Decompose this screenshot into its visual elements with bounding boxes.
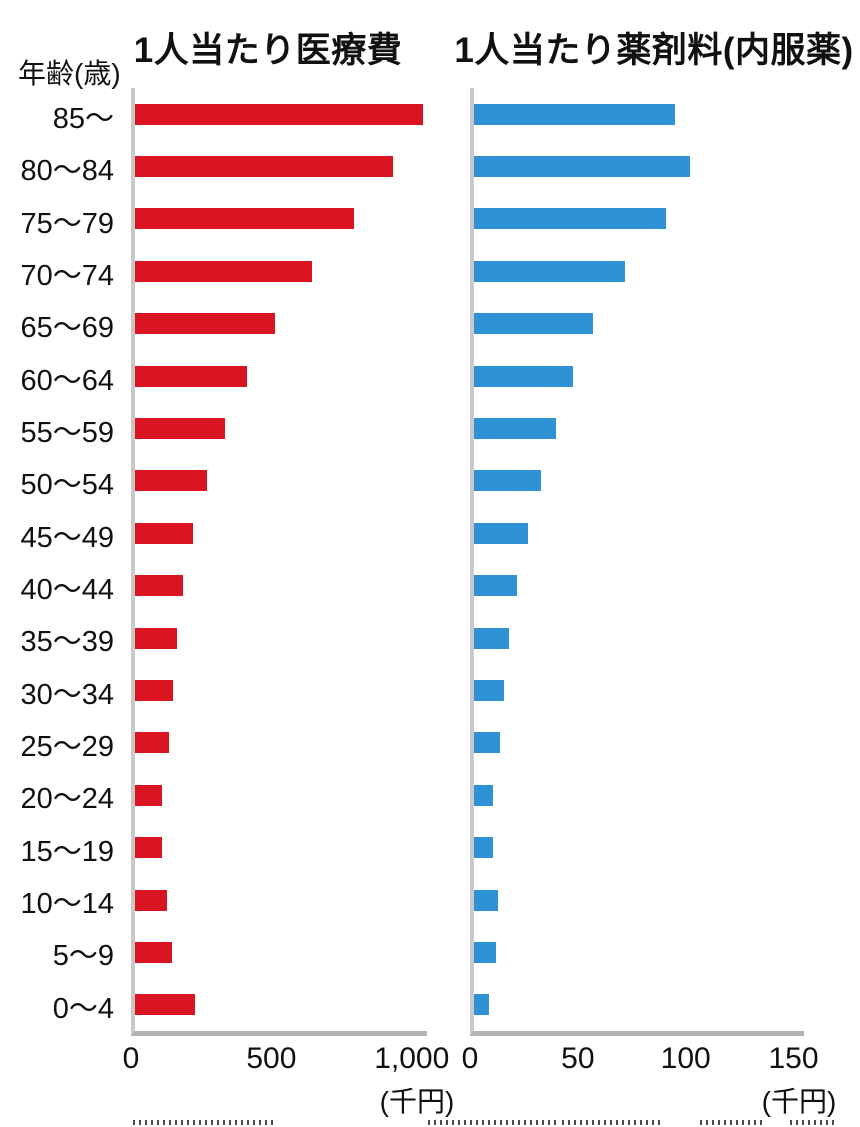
drug-cost-bar bbox=[474, 889, 498, 911]
age-label: 70〜74 bbox=[20, 260, 114, 293]
drug-cost-bar bbox=[474, 941, 496, 963]
medical-cost-bar bbox=[135, 575, 183, 597]
medical-cost-bar bbox=[135, 103, 423, 125]
medical-cost-bar bbox=[135, 679, 173, 701]
medical-cost-bar bbox=[135, 522, 193, 544]
caption-fragment bbox=[790, 1120, 834, 1125]
left-chart-title: 1人当たり医療費 bbox=[133, 31, 403, 70]
age-label: 30〜34 bbox=[20, 678, 114, 711]
age-label: 85〜 bbox=[52, 103, 114, 136]
age-label: 80〜84 bbox=[20, 155, 114, 188]
x-tick-label: 500 bbox=[246, 1042, 297, 1075]
drug-cost-bar bbox=[474, 365, 574, 387]
age-category-labels: 85〜 80〜84 75〜79 70〜74 65〜69 60〜64 55〜59 50〜54 45… bbox=[0, 90, 114, 1032]
medical-cost-bar bbox=[135, 156, 394, 178]
medical-cost-bar bbox=[135, 889, 168, 911]
drug-cost-bar bbox=[474, 260, 625, 282]
y-axis-header: 年齢(歳) bbox=[18, 58, 121, 89]
right-x-axis-ticks: 0 50 100 150 bbox=[462, 1042, 819, 1076]
medical-cost-bar bbox=[135, 732, 169, 754]
medical-cost-bar bbox=[135, 837, 162, 859]
medical-cost-bar bbox=[135, 260, 312, 282]
drug-cost-bar bbox=[474, 837, 494, 859]
drug-cost-bar bbox=[474, 784, 494, 806]
drug-cost-bar bbox=[474, 732, 500, 754]
x-tick-label: 1,000 bbox=[374, 1042, 450, 1075]
drug-cost-bar bbox=[474, 156, 690, 178]
drug-cost-bar bbox=[474, 470, 541, 492]
age-label: 35〜39 bbox=[20, 626, 114, 659]
truncated-source-caption bbox=[0, 1120, 860, 1127]
medical-cost-bar bbox=[135, 627, 178, 649]
x-tick-label: 100 bbox=[660, 1042, 711, 1075]
age-label: 45〜49 bbox=[20, 521, 114, 554]
age-label: 0〜4 bbox=[52, 992, 114, 1025]
caption-fragment bbox=[133, 1120, 275, 1125]
left-x-axis-ticks: 0 500 1,000 bbox=[123, 1042, 450, 1076]
age-label: 15〜19 bbox=[20, 835, 114, 868]
drug-cost-bar bbox=[474, 575, 518, 597]
x-tick-label: 0 bbox=[461, 1042, 479, 1075]
drug-cost-bar bbox=[474, 994, 490, 1016]
drug-cost-bar bbox=[474, 208, 666, 230]
caption-fragment bbox=[428, 1120, 556, 1125]
drug-cost-bar bbox=[474, 103, 675, 125]
medical-cost-bar bbox=[135, 784, 162, 806]
drug-cost-plot bbox=[470, 88, 804, 1036]
x-tick-label: 0 bbox=[122, 1042, 140, 1075]
age-label: 25〜29 bbox=[20, 731, 114, 764]
age-label: 60〜64 bbox=[20, 364, 114, 397]
age-label: 75〜79 bbox=[20, 207, 114, 240]
drug-cost-bar bbox=[474, 627, 509, 649]
medical-cost-bar bbox=[135, 470, 207, 492]
drug-cost-bar bbox=[474, 522, 528, 544]
medical-cost-bar bbox=[135, 418, 225, 440]
age-label: 20〜24 bbox=[20, 783, 114, 816]
medical-cost-bar bbox=[135, 313, 276, 335]
x-tick-label: 50 bbox=[561, 1042, 595, 1075]
x-tick-label: 150 bbox=[768, 1042, 819, 1075]
medical-cost-plot bbox=[131, 88, 427, 1036]
caption-fragment bbox=[700, 1120, 764, 1125]
caption-fragment bbox=[562, 1120, 660, 1125]
age-label: 5〜9 bbox=[52, 940, 114, 973]
age-label: 55〜59 bbox=[20, 417, 114, 450]
age-label: 50〜54 bbox=[20, 469, 114, 502]
medical-cost-bar bbox=[135, 208, 354, 230]
right-chart-title: 1人当たり薬剤料(内服薬) bbox=[454, 31, 854, 70]
medical-cost-bar bbox=[135, 941, 172, 963]
drug-cost-bar bbox=[474, 679, 505, 701]
drug-cost-bar bbox=[474, 418, 556, 440]
age-label: 10〜14 bbox=[20, 888, 114, 921]
right-axis-unit-label: (千円) bbox=[761, 1086, 837, 1117]
age-label: 65〜69 bbox=[20, 312, 114, 345]
left-axis-unit-label: (千円) bbox=[379, 1086, 455, 1117]
medical-cost-bar bbox=[135, 365, 248, 387]
age-label: 40〜44 bbox=[20, 574, 114, 607]
drug-cost-bar bbox=[474, 313, 593, 335]
medical-cost-bar bbox=[135, 994, 196, 1016]
